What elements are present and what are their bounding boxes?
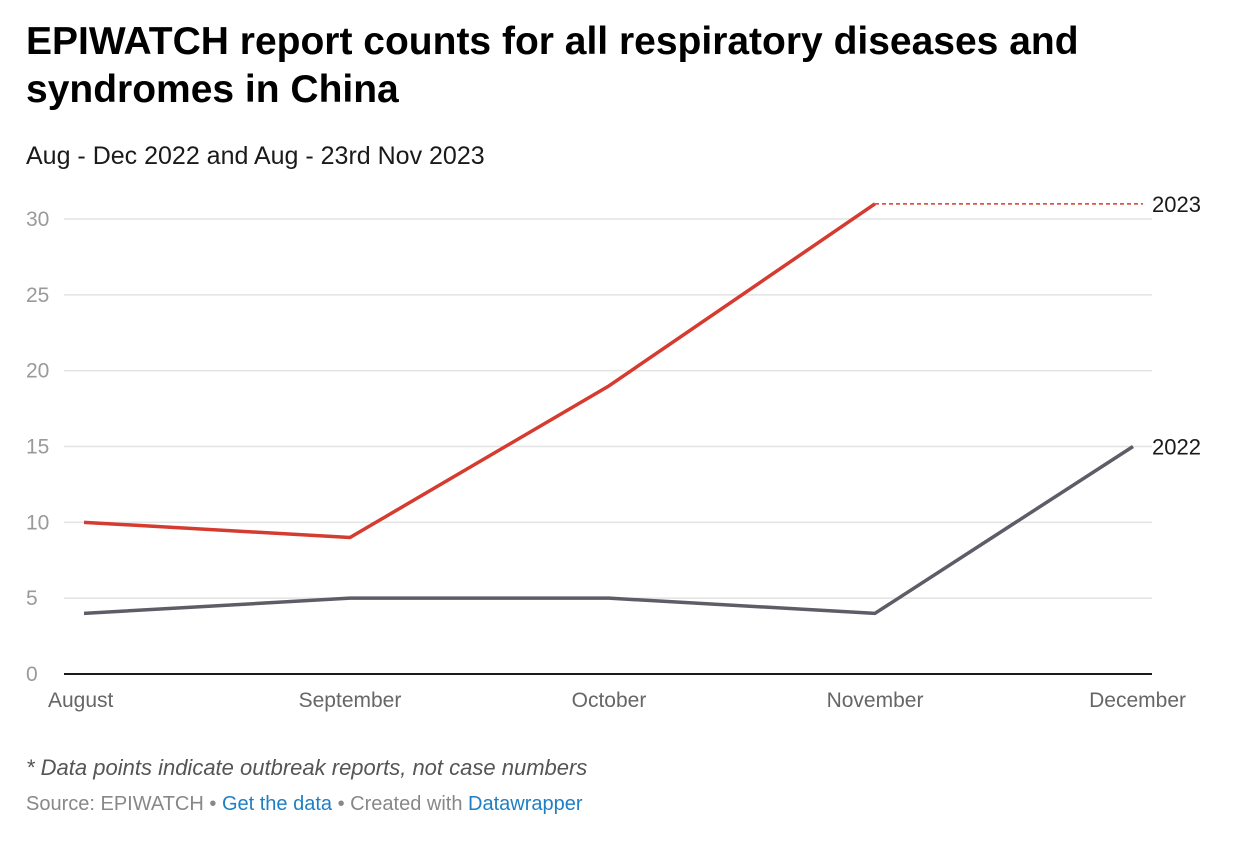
series-label-2023: 2023 [1152, 192, 1201, 217]
chart-subtitle: Aug - Dec 2022 and Aug - 23rd Nov 2023 [26, 142, 485, 170]
x-tick-label-december: December [1089, 689, 1186, 712]
y-tick-label-0: 0 [26, 663, 38, 686]
chart-note: * Data points indicate outbreak reports,… [26, 755, 588, 780]
x-tick-label-september: September [299, 689, 402, 712]
gridlines [64, 218, 1152, 675]
source-label: Source: EPIWATCH [26, 793, 204, 815]
y-tick-label-30: 30 [26, 208, 49, 231]
y-tick-label-5: 5 [26, 587, 38, 610]
y-tick-label-10: 10 [26, 511, 49, 534]
footer-separator: • [209, 793, 217, 815]
y-tick-label-20: 20 [26, 360, 49, 383]
get-the-data-link[interactable]: Get the data [221, 793, 333, 815]
series-labels: 2023 2022 [1152, 192, 1201, 460]
datawrapper-link[interactable]: Datawrapper [468, 793, 583, 815]
series-lines [83, 202, 1143, 616]
created-with-label: Created with [350, 793, 463, 815]
x-tick-label-november: November [827, 689, 924, 712]
series-line-2023 [83, 202, 876, 540]
y-tick-label-15: 15 [26, 436, 49, 459]
chart-title: EPIWATCH report counts for all respirato… [26, 20, 1079, 111]
x-tick-label-august: August [48, 689, 114, 712]
x-tick-label-october: October [572, 689, 647, 712]
y-tick-label-25: 25 [26, 284, 49, 307]
y-axis-ticks: 0 5 10 15 20 25 30 [26, 208, 49, 686]
series-label-2022: 2022 [1152, 435, 1201, 460]
x-axis-ticks: August September October November December [48, 689, 1186, 712]
chart-footer: Source: EPIWATCH • Get the data • Create… [26, 793, 583, 816]
line-chart: 0 5 10 15 20 25 30 August September October Novem… [26, 192, 1201, 712]
footer-separator: • [337, 793, 345, 815]
series-line-2022 [83, 445, 1134, 616]
